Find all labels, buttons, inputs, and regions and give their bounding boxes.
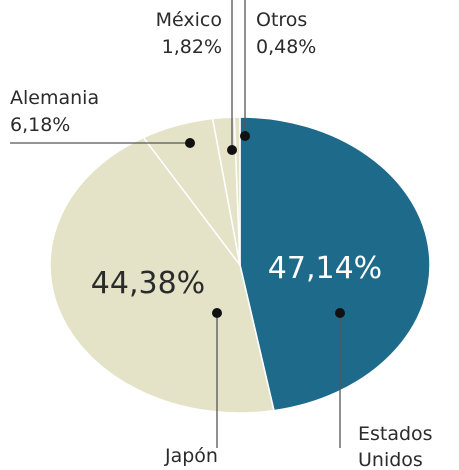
pie-slice bbox=[239, 116, 431, 412]
value-label: 1,82% bbox=[162, 36, 222, 58]
value-label: 0,48% bbox=[256, 36, 316, 58]
category-label-line: Unidos bbox=[358, 449, 423, 470]
pie-slice bbox=[233, 116, 241, 266]
category-label: Japón bbox=[164, 445, 218, 467]
value-label: 6,18% bbox=[10, 114, 70, 136]
leader-dot bbox=[185, 138, 195, 148]
leader-dot bbox=[212, 308, 222, 318]
pie-slice bbox=[49, 136, 275, 414]
leader-dot bbox=[227, 145, 237, 155]
category-label-line: Japón bbox=[164, 445, 218, 467]
category-label-line: Otros bbox=[256, 9, 307, 31]
category-label-line: México bbox=[156, 9, 222, 31]
category-label: México bbox=[156, 9, 222, 31]
value-label: 47,14% bbox=[268, 251, 382, 286]
category-label-line: Alemania bbox=[10, 87, 99, 109]
category-label-line: Estados bbox=[358, 423, 439, 445]
leader-dot bbox=[335, 308, 345, 318]
value-label: 44,38% bbox=[91, 266, 205, 301]
category-label: Otros bbox=[256, 9, 307, 31]
leader-dot bbox=[240, 131, 250, 141]
category-label: Alemania bbox=[10, 87, 99, 109]
category-label: Estados Unidos bbox=[358, 423, 439, 470]
